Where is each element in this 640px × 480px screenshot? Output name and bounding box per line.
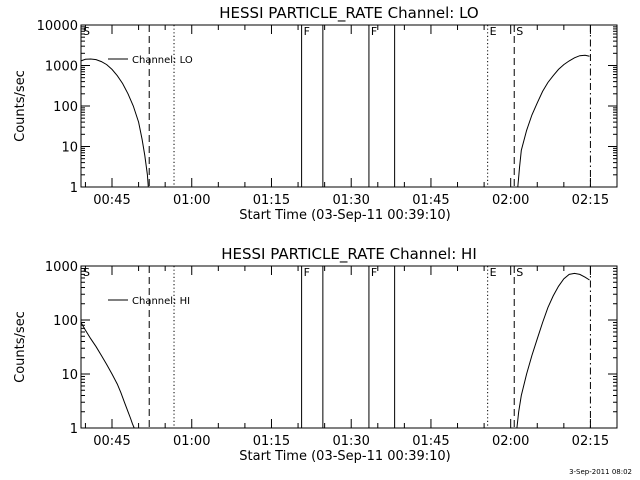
plot-frame <box>80 265 618 429</box>
series-line <box>517 54 590 188</box>
x-tick-label: 02:15 <box>572 434 609 449</box>
chart-panel-lo: HESSI PARTICLE_RATE Channel: LO 00:45 01:0… <box>13 4 618 223</box>
series-line <box>516 272 590 429</box>
y-axis-label: Counts/sec <box>13 311 28 383</box>
event-marker-label: S <box>83 25 90 38</box>
y-tick-label: 1000 <box>45 60 78 75</box>
x-tick-label: 00:45 <box>93 434 130 449</box>
x-tick-label: 01:45 <box>412 434 449 449</box>
x-tick-label: 01:00 <box>173 434 210 449</box>
event-marker-label: F <box>371 266 377 279</box>
y-tick-label: 10000 <box>37 19 78 34</box>
event-marker-label: S <box>516 266 523 279</box>
chart-title: HESSI PARTICLE_RATE Channel: HI <box>221 245 477 264</box>
y-tick-label: 1 <box>70 422 78 437</box>
plot-frame <box>80 24 618 188</box>
x-axis-label: Start Time (03-Sep-11 00:39:10) <box>239 449 450 464</box>
x-tick-label: 01:30 <box>332 434 369 449</box>
x-tick-label: 02:00 <box>492 193 529 208</box>
legend-entry: Channel: HI <box>132 296 190 307</box>
x-tick-label: 01:30 <box>332 193 369 208</box>
x-tick-label: 02:00 <box>492 434 529 449</box>
event-marker-label: F <box>371 25 377 38</box>
x-tick-label: 01:00 <box>173 193 210 208</box>
y-tick-label: 1 <box>70 181 78 196</box>
y-tick-label: 10 <box>61 368 78 383</box>
series-line <box>80 322 135 429</box>
plot-timestamp: 3-Sep-2011 08:02 <box>569 468 632 476</box>
event-marker-label: S <box>516 25 523 38</box>
x-tick-label: 01:15 <box>253 193 290 208</box>
event-marker-label: F <box>304 266 310 279</box>
x-tick-label: 01:15 <box>253 434 290 449</box>
chart-panel-hi: HESSI PARTICLE_RATE Channel: HI 00:45 01:0… <box>13 245 618 464</box>
chart-title: HESSI PARTICLE_RATE Channel: LO <box>219 4 478 23</box>
x-axis-label: Start Time (03-Sep-11 00:39:10) <box>239 208 450 223</box>
x-tick-label: 01:45 <box>412 193 449 208</box>
x-tick-label: 02:15 <box>572 193 609 208</box>
y-tick-label: 100 <box>53 100 78 115</box>
series-line <box>80 58 149 188</box>
event-marker-label: S <box>83 266 90 279</box>
event-marker-label: F <box>304 25 310 38</box>
x-tick-label: 00:45 <box>93 193 130 208</box>
legend-entry: Channel: LO <box>132 55 193 66</box>
y-tick-label: 10 <box>61 141 78 156</box>
event-marker-label: E <box>490 25 497 38</box>
y-tick-label: 100 <box>53 314 78 329</box>
y-axis-label: Counts/sec <box>13 70 28 142</box>
y-tick-label: 1000 <box>45 260 78 275</box>
event-marker-label: E <box>490 266 497 279</box>
